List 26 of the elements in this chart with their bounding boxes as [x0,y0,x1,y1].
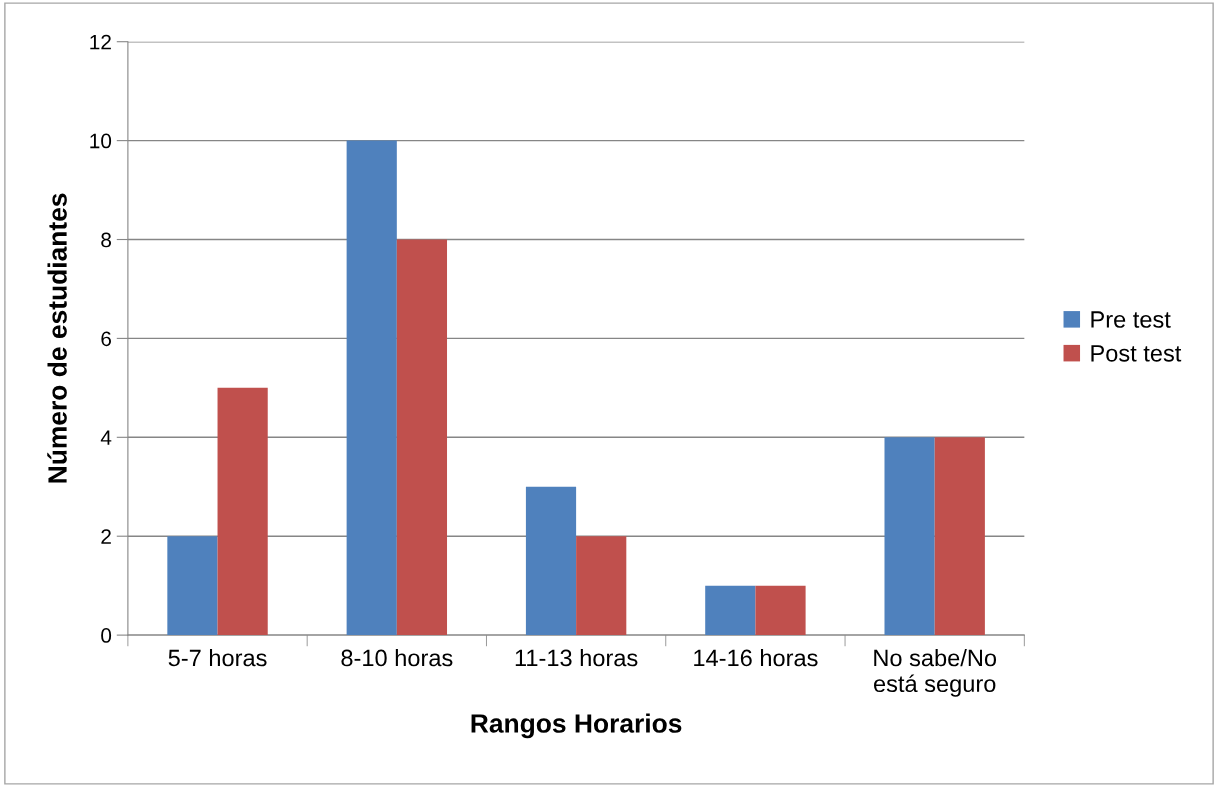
y-axis-title: Número de estudiantes [47,193,67,483]
y-tick-label: 6 [101,331,111,347]
bar [525,486,577,636]
x-tick-label: 11-13 horas [515,649,638,667]
bar [934,437,985,636]
y-tick-label: 8 [101,232,112,248]
bar [167,536,218,636]
y-tick-label: 10 [90,133,112,149]
bar [884,437,935,636]
x-tick-label: 8-10 horas [341,649,453,667]
bar [755,585,806,636]
x-axis-title: Rangos Horarios [471,713,682,739]
x-tick-label: 5-7 horas [168,649,267,667]
bar [576,536,627,636]
y-tick-label: 12 [90,34,111,50]
y-tick-label: 2 [101,529,111,544]
x-tick-label: No sabe/No está seguro [874,649,997,697]
bar [396,239,448,636]
bar [705,585,756,636]
bar [346,140,397,636]
x-tick-label: 14-16 horas [694,649,818,667]
legend-label: Post test [1091,345,1182,362]
bar [217,387,268,636]
y-tick-label: 4 [100,430,112,445]
legend-label: Pre test [1091,311,1171,328]
y-tick-label: 0 [101,628,112,643]
